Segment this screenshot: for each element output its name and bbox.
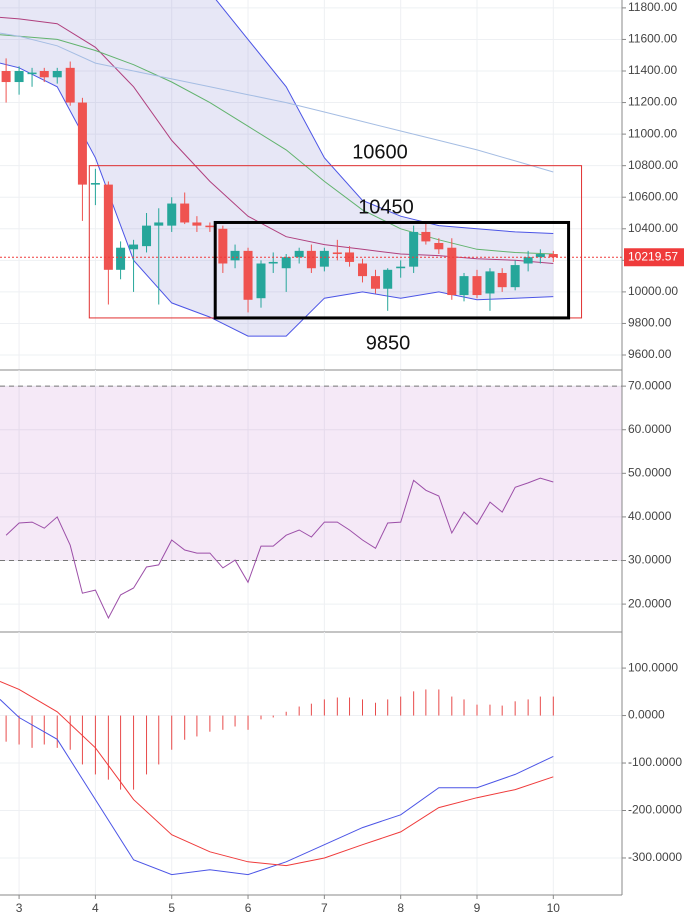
candle-body [243,250,253,300]
y-tick-label: 11400.00 [628,63,677,77]
y-tick-label: 11200.00 [628,95,677,109]
box-annotation [213,220,571,320]
candle-body [129,244,139,250]
pane [0,632,622,895]
candle-body [472,276,482,296]
series-line [5,477,554,620]
candle-body [523,257,533,264]
y-tick-label: 10400.00 [628,221,678,235]
y-tick-label: 10800.00 [628,158,678,172]
last-price-box [624,248,684,267]
y-tick-label: 11800.00 [628,0,677,14]
candle-body [497,272,507,288]
candle-body [535,254,545,258]
annotation: 10600 [352,141,408,163]
candle-body [434,242,444,250]
candle-body [548,254,558,258]
y-tick-label: -100.0000 [628,755,682,769]
candle-body [116,247,126,270]
candle-body [218,228,228,264]
y-tick-label: 100.0000 [628,660,678,674]
candle-body [409,231,419,267]
series-line [0,62,554,337]
series-line [215,0,554,234]
x-tick-label: 3 [16,901,23,915]
series-line [0,680,554,867]
candle-body [510,265,520,288]
candle-body [383,269,393,289]
series-line [0,699,554,876]
candle-body [306,250,316,269]
y-tick-label: 11000.00 [628,126,677,140]
candle-body [447,247,457,296]
candle-body [294,250,304,258]
candle-body [77,102,87,185]
pane [0,0,622,370]
y-tick-label: 11600.00 [628,32,677,46]
candle-body [180,203,190,223]
candle-body [90,183,100,185]
candle-body [332,252,342,255]
candle-body [268,261,278,264]
candle-body [1,71,11,83]
candle-body [142,225,152,247]
candle-body [14,71,24,83]
candle-body [39,71,49,78]
y-tick-label: 9600.00 [628,347,672,361]
candle-body [192,222,202,226]
y-tick-label: 20.0000 [628,596,672,610]
candle-body [396,266,406,269]
y-tick-label: 9800.00 [628,316,672,330]
y-tick-label: 0.0000 [628,708,665,722]
y-tick-label: -300.0000 [628,850,682,864]
pane [0,370,622,632]
x-tick-label: 4 [92,901,99,915]
candle-body [485,271,495,294]
x-tick-label: 9 [474,901,481,915]
candle-body [230,250,240,261]
candle-body [65,67,75,103]
candle-body [103,184,113,270]
series-line [0,32,554,173]
y-tick-label: 40.0000 [628,509,672,523]
candle-body [205,225,215,228]
candle-body [319,250,329,267]
y-tick-label: 50.0000 [628,465,672,479]
x-tick-label: 10 [547,901,561,915]
candle-body [459,276,469,296]
x-tick-label: 7 [321,901,328,915]
y-tick-label: 60.0000 [628,422,672,436]
y-tick-label: 10000.00 [628,284,678,298]
annotation: 9850 [366,332,411,354]
candle-body [27,72,37,75]
candle-body [370,276,380,289]
candle-body [167,203,177,226]
x-tick-label: 6 [245,901,252,915]
candle-body [52,71,62,78]
band-fill [0,386,622,561]
y-tick-label: 10600.00 [628,189,678,203]
candle-body [154,222,164,226]
last-price-label: 10219.57 [628,249,678,263]
candle-body [281,257,291,269]
y-tick-label: 70.0000 [628,378,672,392]
annotation: 10450 [358,196,414,218]
candle-body [421,231,431,242]
candle-body [358,263,368,277]
candle-body [256,263,266,299]
y-tick-label: -200.0000 [628,803,682,817]
y-tick-label: 30.0000 [628,553,672,567]
x-tick-label: 5 [168,901,175,915]
x-tick-label: 8 [397,901,404,915]
series-line [0,34,554,255]
